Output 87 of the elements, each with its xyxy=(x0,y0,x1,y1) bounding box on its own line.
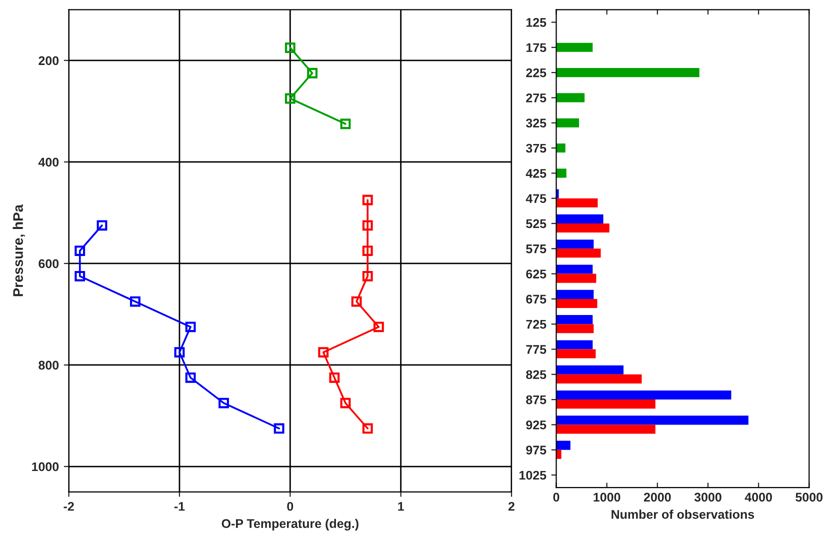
x-tick-label: 1000 xyxy=(594,492,620,502)
y-tick-label: 575 xyxy=(526,244,546,254)
bar xyxy=(556,424,656,434)
bar xyxy=(556,440,570,450)
y-tick-label: 475 xyxy=(526,194,546,203)
bar xyxy=(556,168,566,178)
bar xyxy=(556,400,656,409)
bar xyxy=(556,324,594,334)
point xyxy=(340,118,351,130)
y-tick-label: 600 xyxy=(38,259,59,268)
x-tick-label: -1 xyxy=(174,502,185,511)
point xyxy=(74,270,86,282)
point xyxy=(185,372,196,383)
bar xyxy=(556,248,601,258)
bar xyxy=(556,68,700,78)
point xyxy=(174,347,185,358)
point xyxy=(74,246,86,256)
bar xyxy=(556,118,580,128)
point xyxy=(329,372,340,383)
point xyxy=(340,398,351,408)
point xyxy=(351,296,362,307)
y-tick-label: 175 xyxy=(526,43,546,52)
point xyxy=(284,42,296,53)
bar xyxy=(556,390,732,400)
bar xyxy=(556,315,593,324)
bar xyxy=(556,93,585,102)
y-tick-label: 275 xyxy=(526,94,546,102)
bar xyxy=(556,198,598,208)
point xyxy=(362,194,373,206)
x-tick-label: 2 xyxy=(508,502,514,511)
bar xyxy=(556,240,594,249)
x-tick-label: -2 xyxy=(64,502,74,511)
point xyxy=(318,347,329,358)
y-tick-label: 725 xyxy=(526,320,546,329)
y-tick-label: 125 xyxy=(526,18,546,27)
point xyxy=(274,423,284,434)
point xyxy=(362,220,373,231)
bar xyxy=(556,374,642,384)
point xyxy=(373,322,384,332)
y-tick-label: 1025 xyxy=(520,470,546,480)
x-tick-label: 2000 xyxy=(644,492,671,502)
point xyxy=(307,68,318,78)
bar xyxy=(556,349,596,358)
x-tick-label: 1 xyxy=(398,502,404,511)
y-tick-label: 375 xyxy=(526,144,546,153)
y-tick-label: 675 xyxy=(526,294,546,304)
bar xyxy=(556,365,624,374)
y-tick-label: 525 xyxy=(526,219,546,228)
y-tick-label: 825 xyxy=(526,370,546,380)
x-axis-title: O-P Temperature (deg.) xyxy=(222,518,358,531)
x-tick-label: 0 xyxy=(287,502,294,511)
bar xyxy=(556,214,604,224)
point xyxy=(96,220,108,231)
bar xyxy=(556,223,610,233)
point xyxy=(362,246,373,256)
bar xyxy=(556,290,594,299)
point xyxy=(362,423,373,434)
bar xyxy=(556,143,566,153)
bar xyxy=(556,274,596,283)
point xyxy=(284,93,296,104)
y-tick-label: 325 xyxy=(526,118,546,128)
x-tick-label: 3000 xyxy=(694,492,722,502)
x-tick-label: 5000 xyxy=(796,492,822,502)
point xyxy=(362,270,373,282)
y-tick-label: 1000 xyxy=(32,462,59,472)
x-tick-label: 0 xyxy=(553,492,560,502)
x-tick-label: 4000 xyxy=(744,492,772,502)
point xyxy=(218,398,229,408)
point xyxy=(185,322,196,332)
y-tick-label: 400 xyxy=(38,158,59,167)
y-tick-label: 975 xyxy=(526,446,546,455)
y-tick-label: 625 xyxy=(526,270,546,278)
y-tick-label: 800 xyxy=(38,360,59,370)
bar xyxy=(556,42,593,52)
y-tick-label: 775 xyxy=(526,345,546,354)
y-tick-label: 225 xyxy=(526,68,546,78)
point xyxy=(130,296,140,307)
y-tick-label: 925 xyxy=(526,420,546,430)
y-axis-title: Pressure, hPa xyxy=(12,204,25,296)
bar xyxy=(556,340,593,350)
y-tick-label: 875 xyxy=(526,395,546,404)
y-tick-label: 425 xyxy=(526,168,546,178)
bar xyxy=(556,416,748,425)
bar xyxy=(556,264,593,274)
bar xyxy=(556,298,598,308)
x-axis-title: Number of observations xyxy=(612,510,754,519)
y-tick-label: 200 xyxy=(38,56,59,66)
